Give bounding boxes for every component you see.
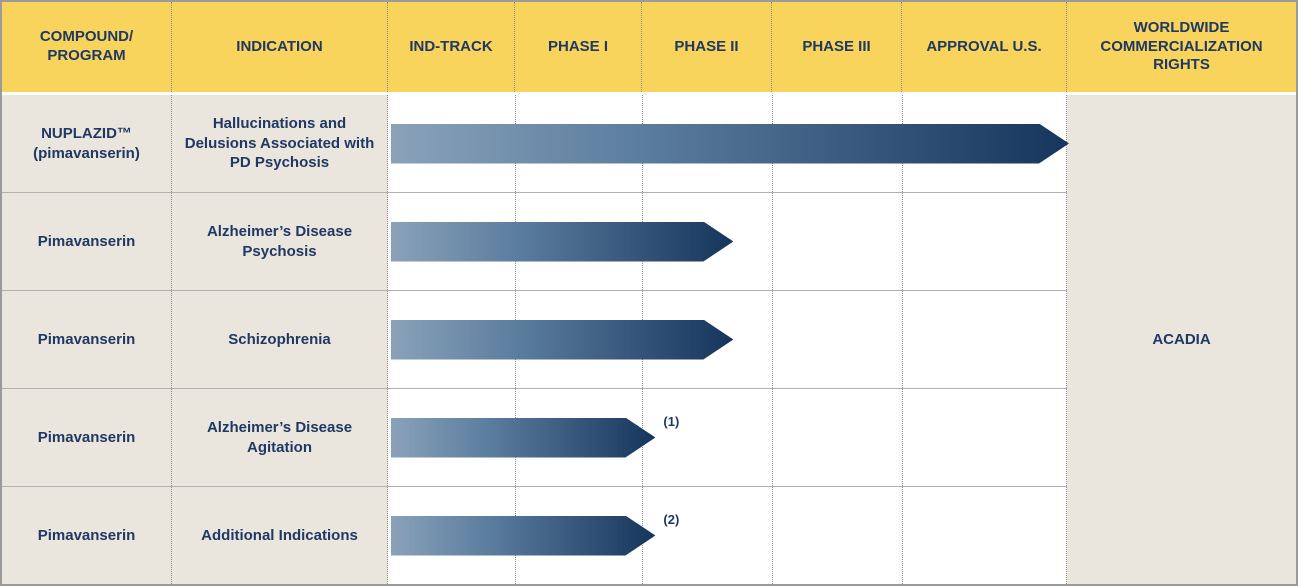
indication-cell: Alzheimer’s Disease Psychosis bbox=[172, 193, 388, 290]
pipeline-row-ad-agitation: Pimavanserin Alzheimer’s Disease Agitati… bbox=[2, 389, 1067, 487]
phase-divider bbox=[902, 487, 903, 584]
indication-cell: Alzheimer’s Disease Agitation bbox=[172, 389, 388, 486]
arrow-shape bbox=[391, 222, 733, 262]
indication-cell: Additional Indications bbox=[172, 487, 388, 584]
phase-track: (1) bbox=[388, 389, 1067, 486]
header-phase-1: PHASE I bbox=[515, 2, 642, 92]
arrow-annotation: (2) bbox=[663, 511, 680, 527]
phase-track bbox=[388, 193, 1067, 290]
compound-cell: Pimavanserin bbox=[2, 389, 172, 486]
indication-label: Hallucinations and Delusions Associated … bbox=[184, 115, 375, 172]
compound-cell: NUPLAZID™ (pimavanserin) bbox=[2, 95, 172, 192]
worldwide-rights-cell: ACADIA bbox=[1067, 95, 1296, 584]
header-phase-3: PHASE III bbox=[772, 2, 902, 92]
indication-label: Additional Indications bbox=[201, 526, 358, 544]
phase-track bbox=[388, 291, 1067, 388]
indication-cell: Schizophrenia bbox=[172, 291, 388, 388]
compound-label: NUPLAZID™ (pimavanserin) bbox=[33, 125, 140, 162]
progress-arrow bbox=[391, 320, 733, 360]
header-ind-track: IND-TRACK bbox=[388, 2, 515, 92]
phase-divider bbox=[772, 389, 773, 486]
compound-label: Pimavanserin bbox=[37, 330, 136, 348]
pipeline-row-nuplazid-pd-psychosis: NUPLAZID™ (pimavanserin) Hallucinations … bbox=[2, 95, 1067, 193]
phase-track: (2) bbox=[388, 487, 1067, 584]
header-compound-program: COMPOUND/ PROGRAM bbox=[2, 2, 172, 92]
pipeline-row-additional-indications: Pimavanserin Additional Indications (2) bbox=[2, 487, 1067, 584]
table-header: COMPOUND/ PROGRAM INDICATION IND-TRACK P… bbox=[2, 2, 1296, 95]
rights-label: ACADIA bbox=[1152, 331, 1211, 348]
compound-label: Pimavanserin bbox=[37, 526, 136, 544]
phase-divider bbox=[772, 487, 773, 584]
pipeline-rows: NUPLAZID™ (pimavanserin) Hallucinations … bbox=[2, 95, 1067, 584]
table-body: NUPLAZID™ (pimavanserin) Hallucinations … bbox=[2, 95, 1296, 584]
arrow-shape bbox=[391, 516, 655, 556]
phase-divider bbox=[902, 291, 903, 388]
compound-label: Pimavanserin bbox=[37, 428, 136, 446]
arrow-shape bbox=[391, 320, 733, 360]
header-phase-2: PHASE II bbox=[642, 2, 772, 92]
indication-cell: Hallucinations and Delusions Associated … bbox=[172, 95, 388, 192]
phase-divider bbox=[772, 291, 773, 388]
arrow-shape bbox=[391, 418, 655, 458]
progress-arrow bbox=[391, 222, 733, 262]
header-approval-us: APPROVAL U.S. bbox=[902, 2, 1067, 92]
progress-arrow bbox=[391, 124, 1069, 164]
progress-arrow: (1) bbox=[391, 414, 679, 458]
progress-arrow: (2) bbox=[391, 512, 679, 556]
header-worldwide-rights: WORLDWIDE COMMERCIALIZATION RIGHTS bbox=[1100, 18, 1263, 74]
indication-label: Alzheimer’s Disease Agitation bbox=[206, 419, 353, 456]
arrow-annotation: (1) bbox=[663, 413, 680, 429]
compound-cell: Pimavanserin bbox=[2, 291, 172, 388]
pipeline-row-schizophrenia: Pimavanserin Schizophrenia bbox=[2, 291, 1067, 389]
compound-cell: Pimavanserin bbox=[2, 487, 172, 584]
indication-label: Schizophrenia bbox=[228, 330, 331, 348]
phase-divider bbox=[772, 193, 773, 290]
phase-divider bbox=[902, 193, 903, 290]
arrow-shape bbox=[391, 124, 1069, 164]
phase-divider bbox=[902, 389, 903, 486]
compound-cell: Pimavanserin bbox=[2, 193, 172, 290]
header-indication: INDICATION bbox=[172, 2, 388, 92]
phase-track bbox=[388, 95, 1067, 192]
compound-label: Pimavanserin bbox=[37, 232, 136, 250]
indication-label: Alzheimer’s Disease Psychosis bbox=[206, 223, 353, 260]
pipeline-row-ad-psychosis: Pimavanserin Alzheimer’s Disease Psychos… bbox=[2, 193, 1067, 291]
